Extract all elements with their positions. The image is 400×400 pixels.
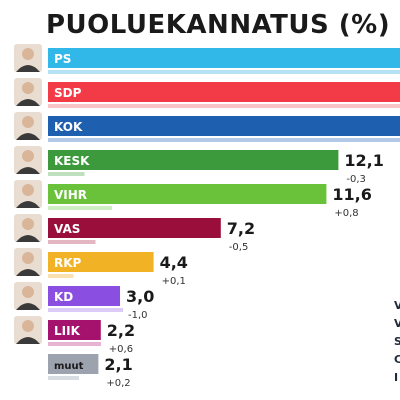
portrait-kesk <box>14 146 42 174</box>
side-note-letter: S <box>394 335 400 348</box>
bar-vihr <box>48 184 327 204</box>
change-bar-kd <box>48 308 123 312</box>
value-label-kesk: 12,1 <box>344 151 383 170</box>
side-note-letter: V <box>394 317 400 330</box>
value-label-vas: 7,2 <box>227 219 255 238</box>
category-label-ps: PS <box>54 52 71 66</box>
change-bar-ps <box>48 70 400 74</box>
category-label-kesk: KESK <box>54 154 90 168</box>
change-label-kesk: -0,3 <box>346 174 366 185</box>
change-label-liik: +0,6 <box>109 344 133 355</box>
category-label-rkp: RKP <box>54 256 82 270</box>
change-label-rkp: +0,1 <box>162 276 186 287</box>
value-label-liik: 2,2 <box>107 321 135 340</box>
side-note-letter: I <box>394 371 399 384</box>
category-label-kok: KOK <box>54 120 83 134</box>
portrait-kok <box>14 112 42 140</box>
side-note-letter: C <box>394 353 400 366</box>
change-bar-sdp <box>48 104 400 108</box>
change-bar-kok <box>48 138 400 142</box>
change-label-vas: -0,5 <box>229 242 249 253</box>
portrait-vihr <box>14 180 42 208</box>
bar-kok <box>48 116 400 136</box>
change-bar-rkp <box>48 274 74 278</box>
bar-kd <box>48 286 120 306</box>
bar-rkp <box>48 252 154 272</box>
side-note-letter: V <box>394 299 400 312</box>
bar-muut <box>48 354 99 374</box>
value-label-muut: 2,1 <box>104 355 132 374</box>
portrait-liik <box>14 316 42 344</box>
category-label-sdp: SDP <box>54 86 82 100</box>
bar-liik <box>48 320 101 340</box>
portrait-rkp <box>14 248 42 276</box>
value-label-kd: 3,0 <box>126 287 154 306</box>
bar-ps <box>48 48 400 68</box>
value-label-vihr: 11,6 <box>332 185 371 204</box>
change-bar-liik <box>48 342 101 346</box>
category-label-liik: LIIK <box>54 324 81 338</box>
category-label-muut: muut <box>54 361 84 372</box>
portrait-sdp <box>14 78 42 106</box>
category-label-vas: VAS <box>54 222 80 236</box>
category-label-vihr: VIHR <box>54 188 87 202</box>
bar-kesk <box>48 150 339 170</box>
change-bar-vas <box>48 240 96 244</box>
change-label-kd: -1,0 <box>128 310 148 321</box>
chart-title: PUOLUEKANNATUS (%) <box>46 10 391 40</box>
change-label-muut: +0,2 <box>106 378 130 389</box>
value-label-rkp: 4,4 <box>160 253 188 272</box>
bar-vas <box>48 218 221 238</box>
portrait-kd <box>14 282 42 310</box>
portrait-vas <box>14 214 42 242</box>
category-label-kd: KD <box>54 290 73 304</box>
change-bar-kesk <box>48 172 85 176</box>
change-bar-muut <box>48 376 79 380</box>
portrait-ps <box>14 44 42 72</box>
change-bar-vihr <box>48 206 112 210</box>
bar-sdp <box>48 82 400 102</box>
change-label-vihr: +0,8 <box>334 208 358 219</box>
